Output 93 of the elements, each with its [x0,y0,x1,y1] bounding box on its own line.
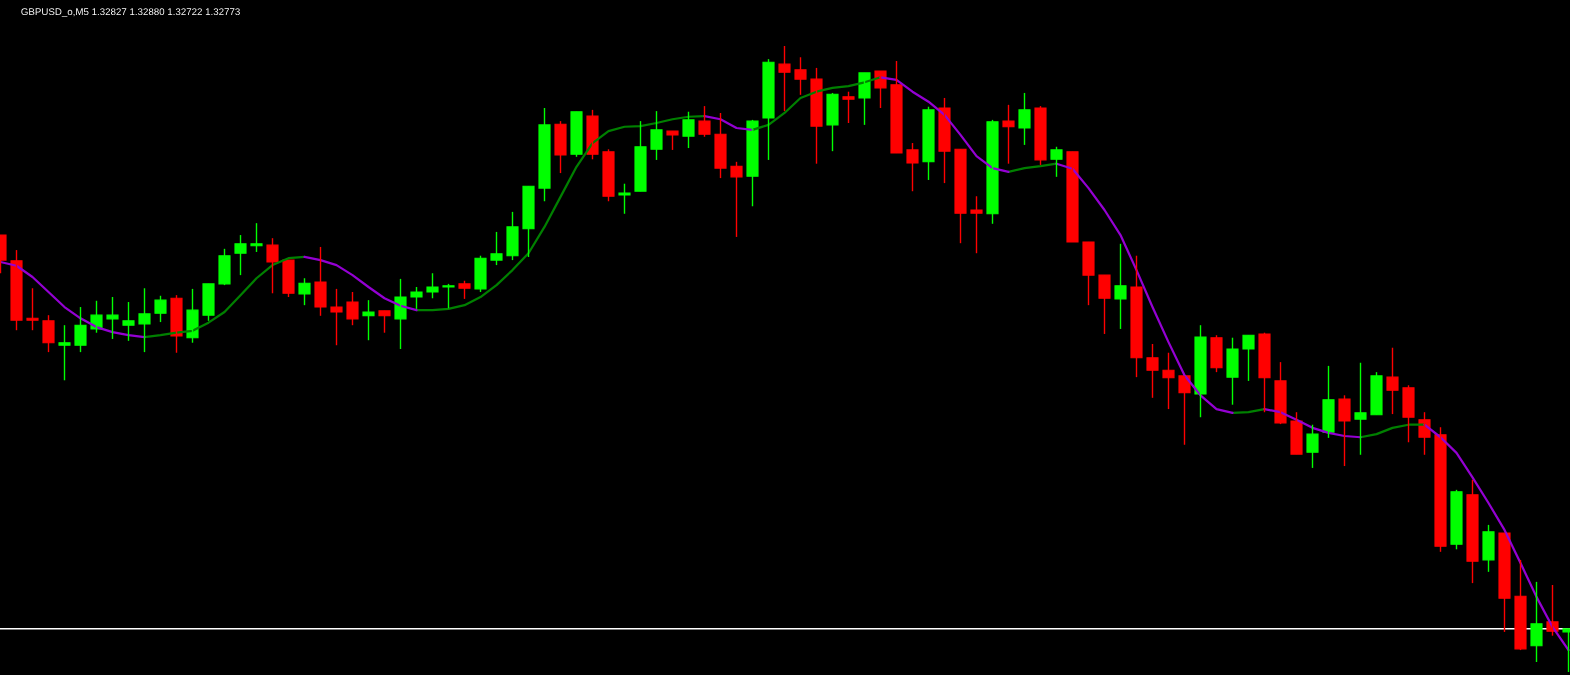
candlestick [442,283,455,309]
candlestick [714,112,727,179]
candlestick [1514,559,1527,651]
candlestick [954,148,967,244]
candlestick [778,45,791,112]
candlestick [362,299,375,341]
candlestick [874,70,887,109]
candlestick [1306,424,1319,469]
candlestick [1402,384,1415,443]
candlestick [138,287,151,353]
candlestick [170,294,183,354]
candlestick [586,109,599,161]
candlestick [922,106,935,181]
candlestick [58,324,71,381]
candlestick [1050,146,1063,178]
candlestick [1370,371,1383,416]
candlestick [250,222,263,253]
candlestick [1482,524,1495,573]
candlestick [602,148,615,202]
candlestick [426,272,439,299]
candlestick [314,246,327,317]
candlestick [570,111,583,158]
candlestick [506,211,519,261]
candlestick [1354,362,1367,456]
candlestick [1242,334,1255,382]
candlestick [666,130,679,151]
candlestick [650,110,663,161]
candlestick [74,306,87,353]
candlestick [618,183,631,215]
candlestick [794,56,807,96]
candlestick [202,283,215,322]
candlestick [1450,489,1463,550]
chart-title: GBPUSD_o,M5 1.32827 1.32880 1.32722 1.32773 [21,8,240,17]
candlestick [1146,343,1159,399]
candlestick [826,92,839,152]
candlestick [1274,361,1287,425]
candlestick [234,234,247,276]
candlestick [522,185,535,258]
candlestick [1018,92,1031,146]
candlestick [10,249,23,331]
candlestick [266,237,279,294]
candlestick [474,255,487,293]
candlestick [1338,394,1351,467]
candlestick [698,105,711,138]
candlestick [858,72,871,126]
candlestick [1130,255,1143,378]
candlestick [1210,334,1223,373]
candlestick [282,259,295,298]
candlestick [122,301,135,342]
candlestick [1530,581,1543,663]
candlestick [1498,532,1511,633]
candlestick [490,231,503,266]
candlestick [682,111,695,149]
candlestick [1290,411,1303,455]
candlestick [1322,365,1335,439]
candlestick [986,119,999,225]
candlestick [1434,426,1447,553]
candlestick [1162,352,1175,410]
candlestick [1114,243,1127,330]
candlestick [970,195,983,254]
candlestick [554,120,567,174]
candlestick [106,296,119,340]
candlestick [890,60,903,154]
candlestick [218,248,231,286]
candlestick [378,310,391,334]
candlestick [746,119,759,207]
candlestick [1194,324,1207,418]
candlestick [410,286,423,310]
candlestick [1002,104,1015,165]
candlestick [1066,151,1079,243]
candlestick [1466,479,1479,584]
candlestick [298,277,311,306]
candlestick [842,91,855,124]
candlestick [1226,337,1239,406]
candlestick [1098,274,1111,335]
candlestick [1386,347,1399,415]
candlestick [458,280,471,300]
candlestick [730,161,743,238]
candlestick [1034,105,1047,166]
candlestick [1258,332,1271,413]
candlestick [538,107,551,202]
candlestick [394,278,407,350]
candlestick [154,295,167,323]
candlestick [810,67,823,165]
candlestick [906,142,919,192]
candlestick [346,291,359,326]
candlestick [634,120,647,192]
candlestick [330,288,343,346]
candlestick [1082,241,1095,306]
candlestick [938,97,951,184]
candlestick [26,287,39,331]
candlestick [762,58,775,161]
candlestick [42,314,55,353]
